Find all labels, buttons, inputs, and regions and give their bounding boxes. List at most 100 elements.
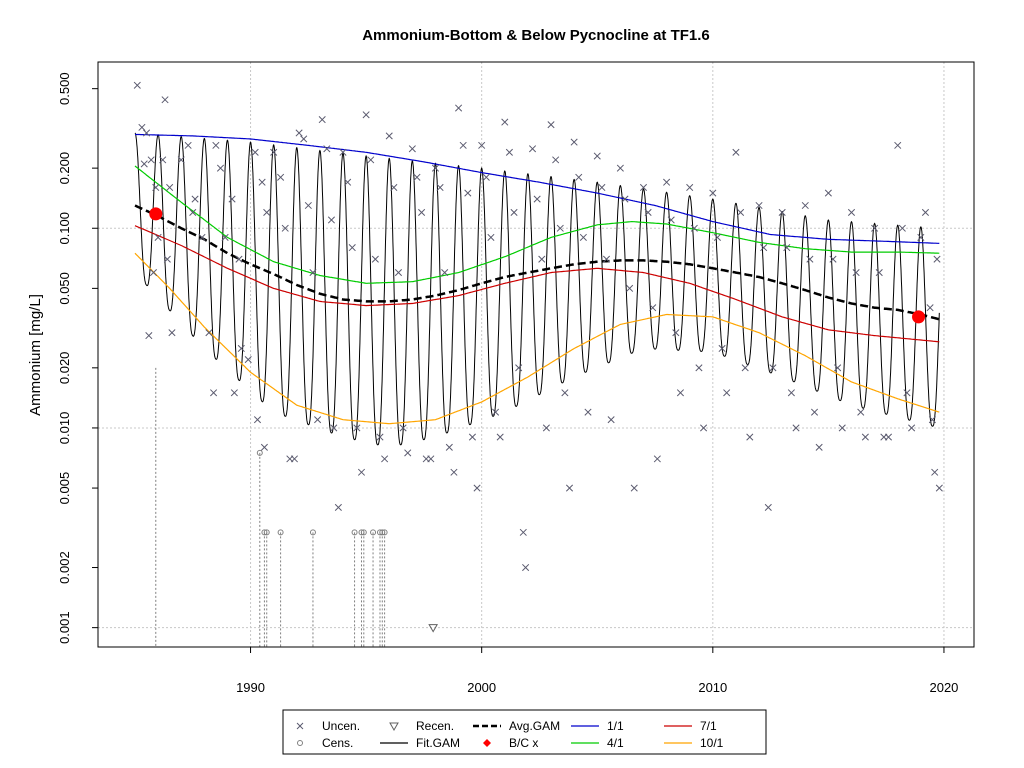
uncensored-point-stroke bbox=[723, 389, 731, 397]
plot-frame bbox=[97, 61, 975, 648]
legend-label: 7/1 bbox=[700, 719, 717, 733]
uncensored-point bbox=[501, 118, 509, 126]
uncensored-point bbox=[344, 178, 352, 186]
uncensored-point bbox=[834, 364, 842, 372]
uncensored-point bbox=[792, 424, 800, 432]
uncensored-point bbox=[690, 224, 698, 232]
uncensored-point bbox=[212, 141, 220, 149]
uncensored-point-stroke bbox=[142, 129, 151, 137]
uncensored-point-stroke bbox=[205, 329, 213, 337]
uncensored-point bbox=[464, 189, 472, 197]
uncensored-point-stroke bbox=[741, 364, 749, 372]
uncensored-point-stroke bbox=[926, 304, 934, 312]
legend: Uncen. Cens. Recen. Fit.GAM Avg.GAM B/C x 1/1 4… bbox=[282, 709, 767, 755]
uncensored-point bbox=[260, 443, 268, 451]
uncensored-point bbox=[295, 129, 303, 137]
censored-point bbox=[379, 529, 386, 536]
uncensored-point-stroke bbox=[935, 484, 943, 492]
uncensored-point bbox=[538, 255, 546, 263]
uncensored-point-stroke bbox=[161, 96, 169, 104]
uncensored-point bbox=[309, 268, 317, 277]
uncensored-point bbox=[371, 255, 379, 263]
uncensored-point bbox=[824, 189, 832, 197]
uncensored-point-stroke bbox=[630, 484, 638, 492]
uncensored-point-stroke bbox=[718, 344, 726, 353]
uncensored-point bbox=[357, 468, 366, 476]
uncensored-point-stroke bbox=[746, 433, 754, 441]
uncensored-point bbox=[519, 528, 527, 536]
uncensored-point-stroke bbox=[908, 424, 916, 432]
uncensored-point bbox=[408, 145, 416, 153]
uncensored-point bbox=[801, 201, 809, 210]
uncensored-point-stroke bbox=[787, 389, 795, 397]
uncensored-point bbox=[138, 123, 146, 131]
uncensored-point bbox=[787, 389, 795, 397]
uncensored-point bbox=[487, 233, 495, 241]
grid-lines bbox=[98, 62, 974, 647]
uncensored-point-stroke bbox=[528, 145, 537, 153]
uncensored-point bbox=[339, 148, 347, 156]
uncensored-point-stroke bbox=[649, 304, 657, 312]
uncensored-point-stroke bbox=[713, 233, 721, 241]
uncensored-point bbox=[404, 449, 412, 457]
uncensored-point bbox=[746, 433, 754, 441]
uncensored-point-stroke bbox=[159, 156, 167, 164]
uncensored-point bbox=[649, 304, 657, 312]
censored-point bbox=[256, 449, 263, 456]
uncensored-point-stroke bbox=[237, 344, 245, 353]
censored-point bbox=[309, 529, 316, 536]
uncensored-point bbox=[304, 201, 312, 210]
uncensored-point bbox=[584, 408, 592, 416]
y-tick-label: 0.050 bbox=[57, 272, 72, 305]
uncensored-point-stroke bbox=[163, 255, 171, 263]
uncensored-point-stroke bbox=[318, 116, 326, 124]
legend-label: Fit.GAM bbox=[416, 736, 460, 750]
legend-item: 7/1 bbox=[664, 719, 717, 733]
uncensored-point bbox=[861, 433, 869, 441]
uncensored-point-stroke bbox=[290, 455, 299, 463]
uncensored-point-stroke bbox=[304, 201, 312, 210]
uncensored-point-stroke bbox=[519, 528, 527, 536]
y-tick-label: 0.002 bbox=[57, 551, 72, 584]
uncensored-point bbox=[579, 233, 587, 241]
legend-item: 10/1 bbox=[664, 736, 724, 750]
uncensored-point-stroke bbox=[653, 455, 661, 463]
uncensored-point-stroke bbox=[344, 178, 352, 186]
legend-label: Uncen. bbox=[322, 719, 360, 733]
uncensored-point bbox=[149, 268, 158, 277]
legend-label: B/C x bbox=[509, 736, 538, 750]
uncensored-point-stroke bbox=[339, 148, 347, 156]
legend-label: Recen. bbox=[416, 719, 454, 733]
legend-item: 1/1 bbox=[571, 719, 624, 733]
uncensored-point-stroke bbox=[404, 449, 412, 457]
uncensored-point-stroke bbox=[381, 455, 389, 463]
series-fit-gam bbox=[134, 132, 940, 446]
uncensored-point-stroke bbox=[690, 224, 698, 232]
uncensored-point bbox=[436, 183, 444, 192]
legend-box bbox=[282, 709, 767, 755]
uncensored-point-stroke bbox=[626, 284, 634, 292]
censored-point bbox=[261, 529, 268, 536]
uncensored-point bbox=[281, 224, 289, 232]
uncensored-point-stroke bbox=[353, 424, 361, 432]
uncensored-point bbox=[482, 173, 490, 181]
uncensored-point bbox=[630, 484, 638, 492]
uncensored-point bbox=[441, 268, 449, 277]
uncensored-point-stroke bbox=[852, 268, 860, 277]
uncensored-point-stroke bbox=[468, 433, 476, 441]
uncensored-point-stroke bbox=[933, 255, 941, 263]
uncensored-point bbox=[163, 255, 171, 263]
uncensored-point-stroke bbox=[542, 424, 550, 432]
uncensored-point-stroke bbox=[570, 138, 578, 146]
uncensored-point bbox=[515, 364, 523, 372]
uncensored-point-stroke bbox=[533, 195, 541, 203]
uncensored-point-stroke bbox=[154, 233, 162, 241]
uncensored-point bbox=[871, 224, 879, 232]
y-tick-label: 0.500 bbox=[57, 72, 72, 105]
censored-point bbox=[263, 529, 270, 536]
uncensored-point-stroke bbox=[667, 216, 675, 224]
uncensored-point-stroke bbox=[431, 164, 440, 172]
uncensored-point bbox=[898, 224, 906, 232]
uncensored-point bbox=[496, 433, 504, 441]
uncensored-point-stroke bbox=[672, 329, 680, 337]
